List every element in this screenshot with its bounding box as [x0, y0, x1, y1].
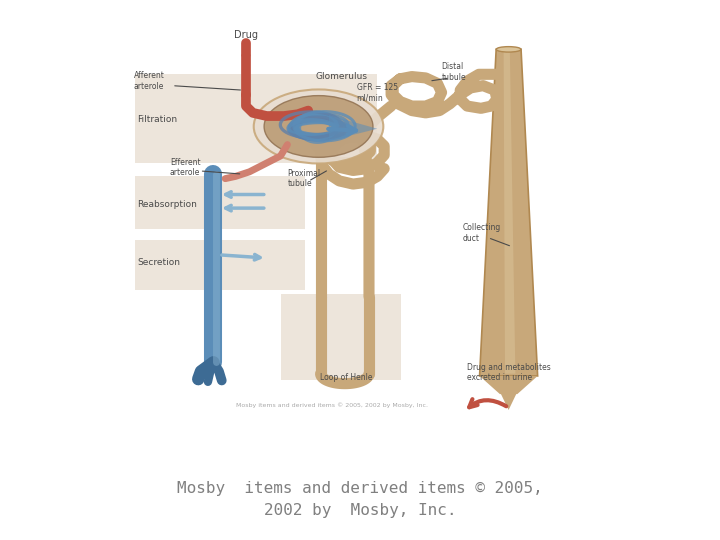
- Text: Distal
tubule: Distal tubule: [441, 62, 466, 82]
- Text: Filtration: Filtration: [138, 115, 178, 124]
- Text: Efferent
arterole: Efferent arterole: [170, 158, 201, 177]
- Text: Mosby items and derived items © 2005, 2002 by Mosby, Inc.: Mosby items and derived items © 2005, 20…: [236, 403, 428, 408]
- Text: Loop of Henle: Loop of Henle: [320, 373, 372, 382]
- Text: Proximal
tubule: Proximal tubule: [287, 169, 320, 188]
- Ellipse shape: [264, 96, 373, 157]
- Ellipse shape: [253, 90, 383, 164]
- Polygon shape: [503, 52, 516, 374]
- Text: Drug and metabolites
excreted in urine: Drug and metabolites excreted in urine: [467, 363, 551, 382]
- Text: Glomerulus: Glomerulus: [315, 72, 367, 81]
- Polygon shape: [480, 376, 538, 394]
- Text: Drug: Drug: [234, 30, 258, 40]
- Polygon shape: [480, 49, 538, 376]
- FancyBboxPatch shape: [135, 75, 377, 163]
- Text: 2002 by  Mosby, Inc.: 2002 by Mosby, Inc.: [264, 503, 456, 518]
- Text: Collecting
duct: Collecting duct: [462, 224, 500, 243]
- Text: GFR = 125
ml/min: GFR = 125 ml/min: [356, 83, 397, 102]
- Polygon shape: [500, 392, 517, 410]
- FancyBboxPatch shape: [135, 240, 305, 290]
- Polygon shape: [329, 115, 377, 141]
- Text: Afferent
arterole: Afferent arterole: [134, 71, 165, 91]
- Text: Reabsorption: Reabsorption: [138, 200, 197, 210]
- FancyBboxPatch shape: [281, 294, 402, 381]
- Ellipse shape: [496, 46, 521, 52]
- Text: Mosby  items and derived items © 2005,: Mosby items and derived items © 2005,: [177, 481, 543, 496]
- Text: Secretion: Secretion: [138, 258, 181, 267]
- FancyBboxPatch shape: [135, 177, 305, 228]
